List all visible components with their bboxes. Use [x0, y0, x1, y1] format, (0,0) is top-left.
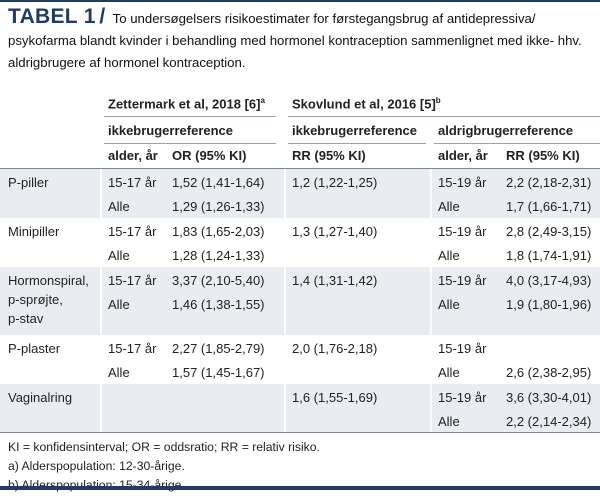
column-separator [430, 169, 432, 218]
bottom-accent-bar [0, 486, 600, 490]
cell-age1: Alle [108, 365, 130, 380]
group-name: Vaginalring [8, 390, 73, 405]
footnote: a) Alderspopulation: 12-30-årige. [8, 459, 185, 473]
table-bottom-rule [0, 432, 600, 433]
table-caption: To undersøgelsers risikoestimater for fø… [8, 11, 582, 70]
cell-age1: 15-17 år [108, 341, 157, 356]
header-bottom-rule [0, 168, 600, 169]
cell-rr1: 2,0 (1,76-2,18) [292, 341, 378, 356]
cell-or: 2,27 (1,85-2,79) [172, 341, 265, 356]
cell-rr1: 1,3 (1,27-1,40) [292, 224, 378, 239]
cell-age1: Alle [108, 248, 130, 263]
cell-age2: 15-19 år [438, 175, 487, 190]
cell-or: 1,57 (1,45-1,67) [172, 365, 265, 380]
group-name: Hormonspiral, [8, 273, 89, 288]
cell-or: 1,83 (1,65-2,03) [172, 224, 265, 239]
column-separator [284, 384, 286, 432]
cell-age2: 15-19 år [438, 390, 487, 405]
cell-rr1: 1,2 (1,22-1,25) [292, 175, 378, 190]
cell-or: 1,29 (1,26-1,33) [172, 199, 265, 214]
cell-age2: 15-19 år [438, 224, 487, 239]
column-header-or: OR (95% KI) [172, 148, 247, 163]
reference-header-2: ikkebrugerreference [292, 123, 418, 138]
group-name: p-stav [8, 311, 44, 326]
cell-rr2: 2,8 (2,49-3,15) [506, 224, 592, 239]
cell-rr2: 2,2 (2,18-2,31) [506, 175, 592, 190]
cell-rr2: 1,8 (1,74-1,91) [506, 248, 592, 263]
column-separator [284, 169, 286, 218]
reference-header-1: ikkebrugerreference [108, 123, 234, 138]
cell-or: 1,52 (1,41-1,64) [172, 175, 265, 190]
column-separator [100, 384, 102, 432]
cell-rr2: 3,6 (3,30-4,01) [506, 390, 592, 405]
cell-age2: Alle [438, 414, 460, 429]
cell-age2: Alle [438, 297, 460, 312]
footnote: b) Alderspopulation: 15-34-årige. [8, 478, 185, 492]
table-title: TABEL 1 / To undersøgelsers risikoestima… [8, 6, 596, 74]
header-rule-ref3 [434, 143, 600, 144]
cell-rr2: 1,9 (1,80-1,96) [506, 297, 592, 312]
header-rule-study2 [288, 116, 600, 117]
cell-age2: Alle [438, 199, 460, 214]
group-name: p-sprøjte, [8, 292, 63, 307]
column-separator [100, 169, 102, 218]
header-rule-ref1 [104, 143, 276, 144]
cell-age1: 15-17 år [108, 224, 157, 239]
header-rule-study1 [104, 116, 276, 117]
cell-rr1: 1,4 (1,31-1,42) [292, 273, 378, 288]
column-separator [430, 267, 432, 335]
cell-rr1: 1,6 (1,55-1,69) [292, 390, 378, 405]
header-rule-ref2 [288, 143, 426, 144]
cell-age1: Alle [108, 297, 130, 312]
reference-header-3: aldrigbrugerreference [438, 123, 574, 138]
study-header-skovlund: Skovlund et al, 2016 [5]b [292, 96, 441, 112]
cell-rr2: 4,0 (3,17-4,93) [506, 273, 592, 288]
cell-rr2: 2,6 (2,38-2,95) [506, 365, 592, 380]
column-header-rr-1: RR (95% KI) [292, 148, 366, 163]
cell-rr2: 2,2 (2,14-2,34) [506, 414, 592, 429]
cell-age2: Alle [438, 248, 460, 263]
cell-rr2: 1,7 (1,66-1,71) [506, 199, 592, 214]
group-name: P-plaster [8, 341, 61, 356]
cell-age2: Alle [438, 365, 460, 380]
cell-or: 3,37 (2,10-5,40) [172, 273, 265, 288]
column-separator [430, 384, 432, 432]
column-header-age-2: alder, år [438, 148, 488, 163]
group-name: P-piller [8, 175, 49, 190]
table-label: TABEL 1 [8, 5, 96, 28]
study-header-zettermark: Zettermark et al, 2018 [6]a [108, 96, 265, 112]
cell-age1: Alle [108, 199, 130, 214]
column-header-rr-2: RR (95% KI) [506, 148, 580, 163]
group-name: Minipiller [8, 224, 60, 239]
cell-age2: 15-19 år [438, 341, 487, 356]
cell-or: 1,28 (1,24-1,33) [172, 248, 265, 263]
title-slash: / [99, 5, 106, 28]
cell-or: 1,46 (1,38-1,55) [172, 297, 265, 312]
top-accent-bar [0, 0, 600, 2]
column-header-age-1: alder, år [108, 148, 158, 163]
cell-age2: 15-19 år [438, 273, 487, 288]
cell-age1: 15-17 år [108, 175, 157, 190]
column-separator [100, 267, 102, 335]
footnote: KI = konfidensinterval; OR = oddsratio; … [8, 440, 320, 454]
column-separator [284, 267, 286, 335]
cell-age1: 15-17 år [108, 273, 157, 288]
